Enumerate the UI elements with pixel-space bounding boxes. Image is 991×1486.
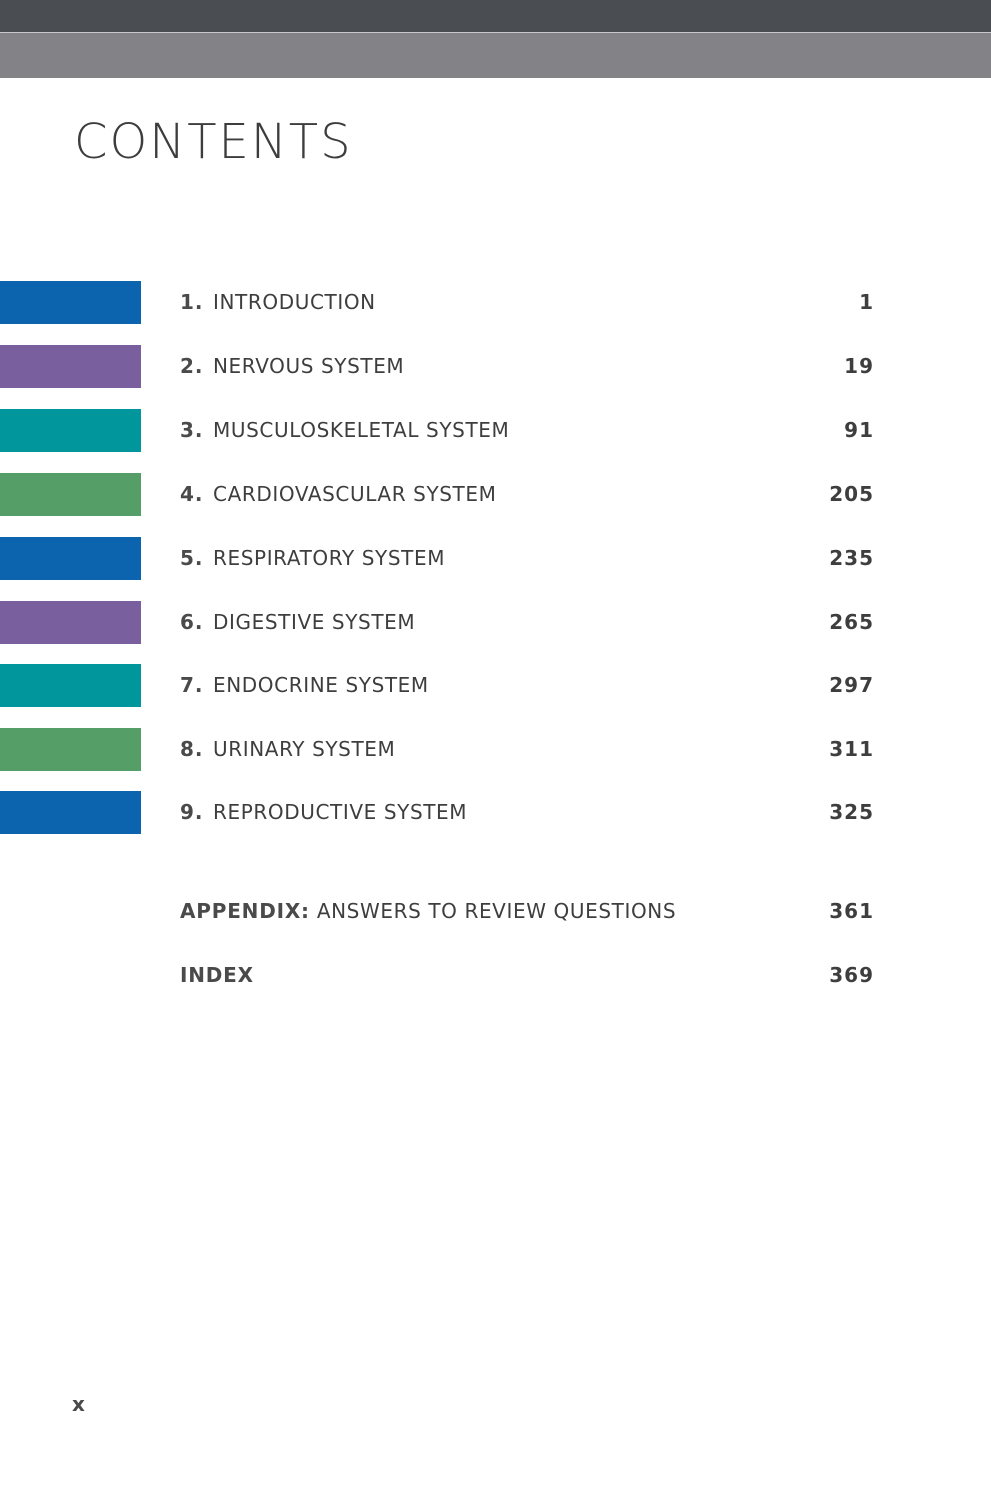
chapter-color-bar xyxy=(0,601,141,644)
chapter-title[interactable]: REPRODUCTIVE SYSTEM xyxy=(213,800,468,824)
header-grey-band xyxy=(0,33,991,78)
toc-entry-chapter-3[interactable]: 3. MUSCULOSKELETAL SYSTEM 91 xyxy=(0,409,991,452)
toc-entry-chapter-4[interactable]: 4. CARDIOVASCULAR SYSTEM 205 xyxy=(0,473,991,516)
toc-entry-index[interactable]: INDEX 369 xyxy=(0,954,991,997)
chapter-color-bar xyxy=(0,473,141,516)
toc-entry-appendix[interactable]: APPENDIX: ANSWERS TO REVIEW QUESTIONS 36… xyxy=(0,890,991,933)
toc-entry-chapter-8[interactable]: 8. URINARY SYSTEM 311 xyxy=(0,728,991,771)
toc-entry-chapter-9[interactable]: 9. REPRODUCTIVE SYSTEM 325 xyxy=(0,791,991,834)
index-label: INDEX xyxy=(180,963,254,987)
chapter-color-bar xyxy=(0,345,141,388)
page-title: CONTENTS xyxy=(74,114,353,170)
chapter-page-number: 19 xyxy=(844,354,874,378)
chapter-color-bar xyxy=(0,664,141,707)
toc-entry-chapter-6[interactable]: 6. DIGESTIVE SYSTEM 265 xyxy=(0,601,991,644)
chapter-color-bar xyxy=(0,537,141,580)
appendix-page-number: 361 xyxy=(829,899,874,923)
chapter-title[interactable]: ENDOCRINE SYSTEM xyxy=(213,673,429,697)
chapter-number: 9. xyxy=(180,800,204,824)
chapter-number: 3. xyxy=(180,418,204,442)
chapter-page-number: 325 xyxy=(829,800,874,824)
chapter-title[interactable]: MUSCULOSKELETAL SYSTEM xyxy=(213,418,510,442)
chapter-number: 2. xyxy=(180,354,204,378)
chapter-title[interactable]: NERVOUS SYSTEM xyxy=(213,354,405,378)
chapter-page-number: 235 xyxy=(829,546,874,570)
toc-entry-chapter-5[interactable]: 5. RESPIRATORY SYSTEM 235 xyxy=(0,537,991,580)
chapter-page-number: 91 xyxy=(844,418,874,442)
chapter-color-bar xyxy=(0,728,141,771)
header-band-divider xyxy=(0,32,991,33)
chapter-page-number: 297 xyxy=(829,673,874,697)
header-dark-band xyxy=(0,0,991,32)
chapter-page-number: 1 xyxy=(859,290,874,314)
chapter-title[interactable]: DIGESTIVE SYSTEM xyxy=(213,610,416,634)
chapter-title[interactable]: INTRODUCTION xyxy=(213,290,376,314)
toc-entry-chapter-2[interactable]: 2. NERVOUS SYSTEM 19 xyxy=(0,345,991,388)
index-page-number: 369 xyxy=(829,963,874,987)
chapter-page-number: 205 xyxy=(829,482,874,506)
chapter-color-bar xyxy=(0,791,141,834)
chapter-number: 6. xyxy=(180,610,204,634)
appendix-entry-text[interactable]: APPENDIX: ANSWERS TO REVIEW QUESTIONS xyxy=(180,890,676,933)
chapter-title[interactable]: CARDIOVASCULAR SYSTEM xyxy=(213,482,497,506)
appendix-title: ANSWERS TO REVIEW QUESTIONS xyxy=(316,899,677,923)
chapter-number: 4. xyxy=(180,482,204,506)
chapter-page-number: 265 xyxy=(829,610,874,634)
chapter-title[interactable]: URINARY SYSTEM xyxy=(213,737,396,761)
chapter-number: 5. xyxy=(180,546,204,570)
appendix-label: APPENDIX: xyxy=(180,899,310,923)
chapter-number: 8. xyxy=(180,737,204,761)
chapter-page-number: 311 xyxy=(829,737,874,761)
toc-entry-chapter-7[interactable]: 7. ENDOCRINE SYSTEM 297 xyxy=(0,664,991,707)
chapter-color-bar xyxy=(0,409,141,452)
chapter-number: 7. xyxy=(180,673,204,697)
chapter-color-bar xyxy=(0,281,141,324)
chapter-title[interactable]: RESPIRATORY SYSTEM xyxy=(213,546,446,570)
toc-entry-chapter-1[interactable]: 1. INTRODUCTION 1 xyxy=(0,281,991,324)
index-entry-text[interactable]: INDEX xyxy=(180,954,254,997)
page-folio: x xyxy=(72,1392,85,1416)
chapter-number: 1. xyxy=(180,290,204,314)
